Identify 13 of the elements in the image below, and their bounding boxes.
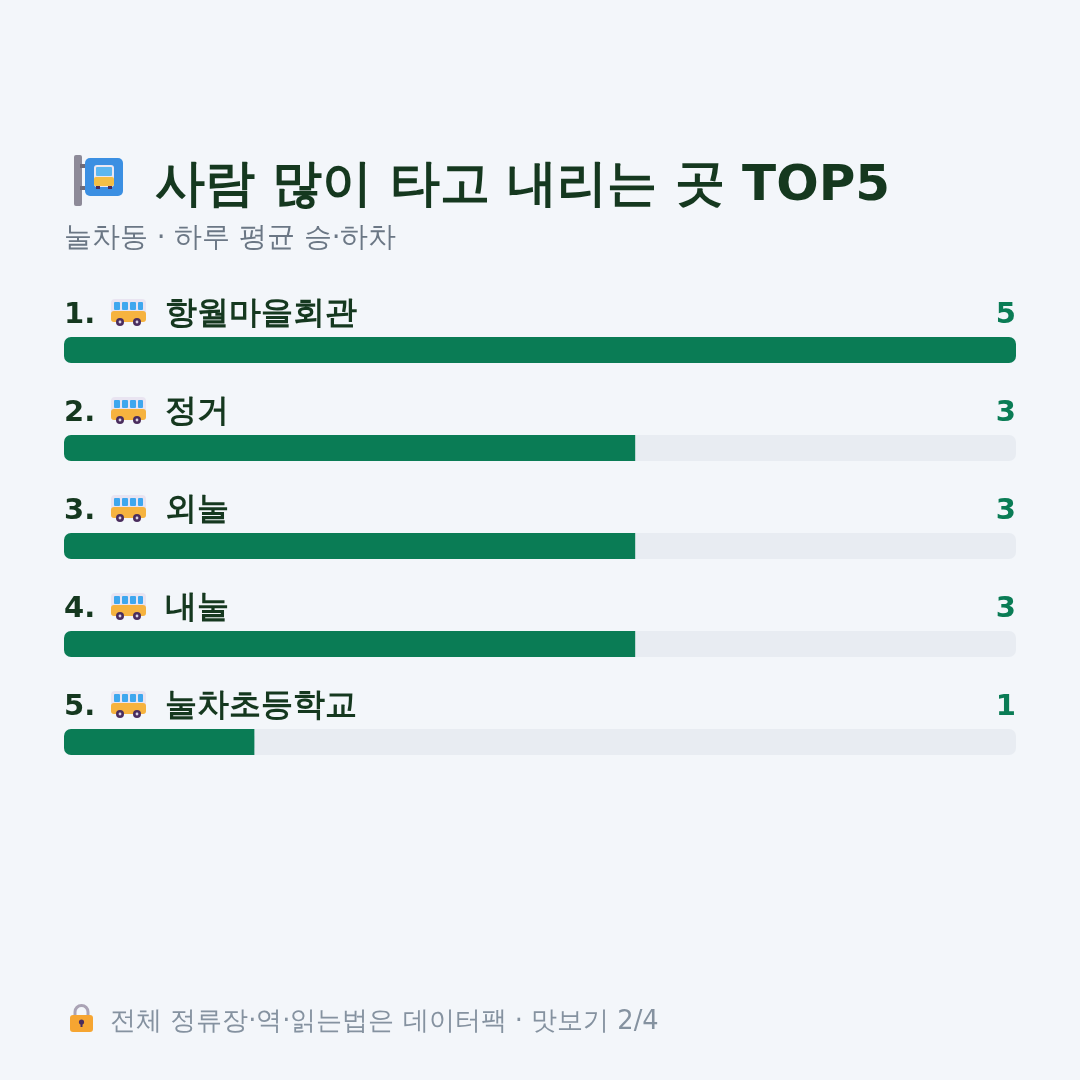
category-label: 5. 눌차초등학교	[64, 685, 357, 723]
category-label: 4. 내눌	[64, 587, 229, 625]
text: 전체 정류장·역·읽는법은 데이터팩 · 맛보기 2/4	[110, 1005, 659, 1035]
data-label: 3	[995, 394, 1016, 428]
chart-subtitle: 눌차동 · 하루 평균 승·하차	[64, 220, 397, 252]
data-label: 3	[995, 590, 1016, 624]
data-label: 1	[995, 688, 1016, 722]
data-label: 5	[995, 296, 1016, 330]
category-label: 1. 항월마을회관	[64, 293, 357, 331]
chart-title: 사람 많이 타고 내리는 곳 TOP5	[155, 154, 891, 212]
data-label: 3	[995, 492, 1016, 526]
category-label: 3. 외눌	[64, 489, 229, 527]
category-label: 2. 정거	[64, 391, 229, 429]
